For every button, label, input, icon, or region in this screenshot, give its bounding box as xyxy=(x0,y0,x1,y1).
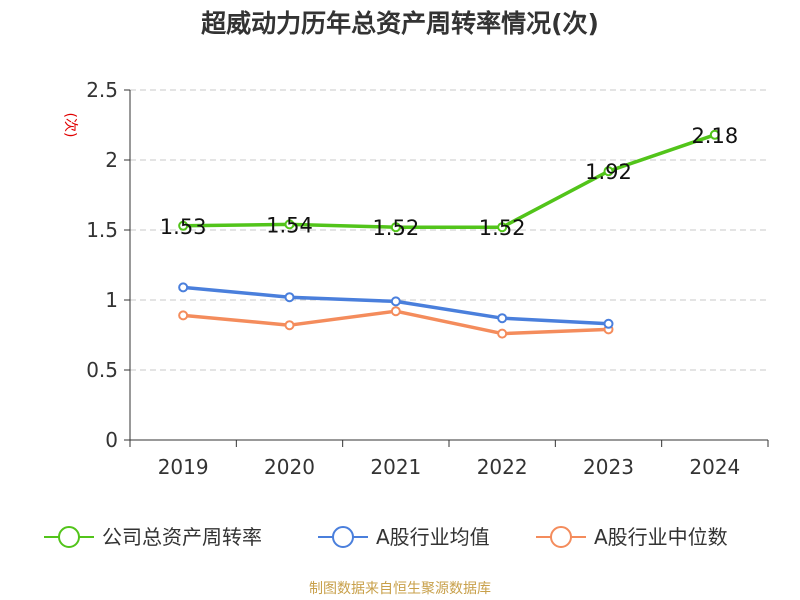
data-point xyxy=(284,292,295,303)
x-tick-label: 2023 xyxy=(583,455,634,479)
data-label: 1.52 xyxy=(372,216,419,240)
legend-label: 公司总资产周转率 xyxy=(102,525,262,549)
data-point xyxy=(709,129,720,140)
source-note: 制图数据来自恒生聚源数据库 xyxy=(309,581,491,597)
series-line xyxy=(183,133,716,229)
legend-label: A股行业中位数 xyxy=(594,525,728,549)
chart-title: 超威动力历年总资产周转率情况(次) xyxy=(201,9,599,38)
y-tick-label: 1.5 xyxy=(86,218,118,242)
legend-marker-icon xyxy=(332,526,354,548)
series-lines xyxy=(178,129,720,339)
data-point xyxy=(497,313,508,324)
data-point xyxy=(178,282,189,293)
legend-marker-icon xyxy=(58,526,80,548)
x-tick-label: 2020 xyxy=(264,455,315,479)
y-tick-label: 1 xyxy=(105,288,118,312)
data-point xyxy=(390,296,401,307)
legend-label: A股行业均值 xyxy=(376,525,490,549)
legend-marker-icon xyxy=(550,526,572,548)
y-tick-label: 0 xyxy=(105,428,118,452)
data-point xyxy=(284,219,295,230)
data-label: 1.54 xyxy=(266,213,313,237)
x-tick-label: 2019 xyxy=(158,455,209,479)
legend[interactable]: 公司总资产周转率 A股行业均值 A股行业中位数 xyxy=(44,525,728,549)
data-label: 1.52 xyxy=(479,216,526,240)
x-tick-label: 2021 xyxy=(370,455,421,479)
data-point xyxy=(178,310,189,321)
y-tick-label: 2 xyxy=(105,148,118,172)
data-label: 1.92 xyxy=(585,160,632,184)
data-point xyxy=(603,318,614,329)
legend-item[interactable]: A股行业中位数 xyxy=(536,525,728,549)
data-point xyxy=(178,220,189,231)
data-point xyxy=(497,222,508,233)
data-point xyxy=(603,166,614,177)
legend-item[interactable]: A股行业均值 xyxy=(318,525,490,549)
y-tick-label: 0.5 xyxy=(86,358,118,382)
data-point xyxy=(497,328,508,339)
y-axis-unit-label: (次) xyxy=(62,113,78,138)
data-point xyxy=(390,306,401,317)
data-label: 2.18 xyxy=(691,124,738,148)
gridlines xyxy=(130,89,768,371)
data-label: 1.53 xyxy=(160,215,207,239)
data-labels: 1.53 1.54 1.52 1.52 1.92 2.18 xyxy=(160,124,738,240)
data-point xyxy=(284,320,295,331)
x-tick-label: 2024 xyxy=(689,455,740,479)
legend-item[interactable]: 公司总资产周转率 xyxy=(44,525,262,549)
x-tick-label: 2022 xyxy=(477,455,528,479)
y-tick-label: 2.5 xyxy=(86,78,118,102)
data-point xyxy=(390,222,401,233)
